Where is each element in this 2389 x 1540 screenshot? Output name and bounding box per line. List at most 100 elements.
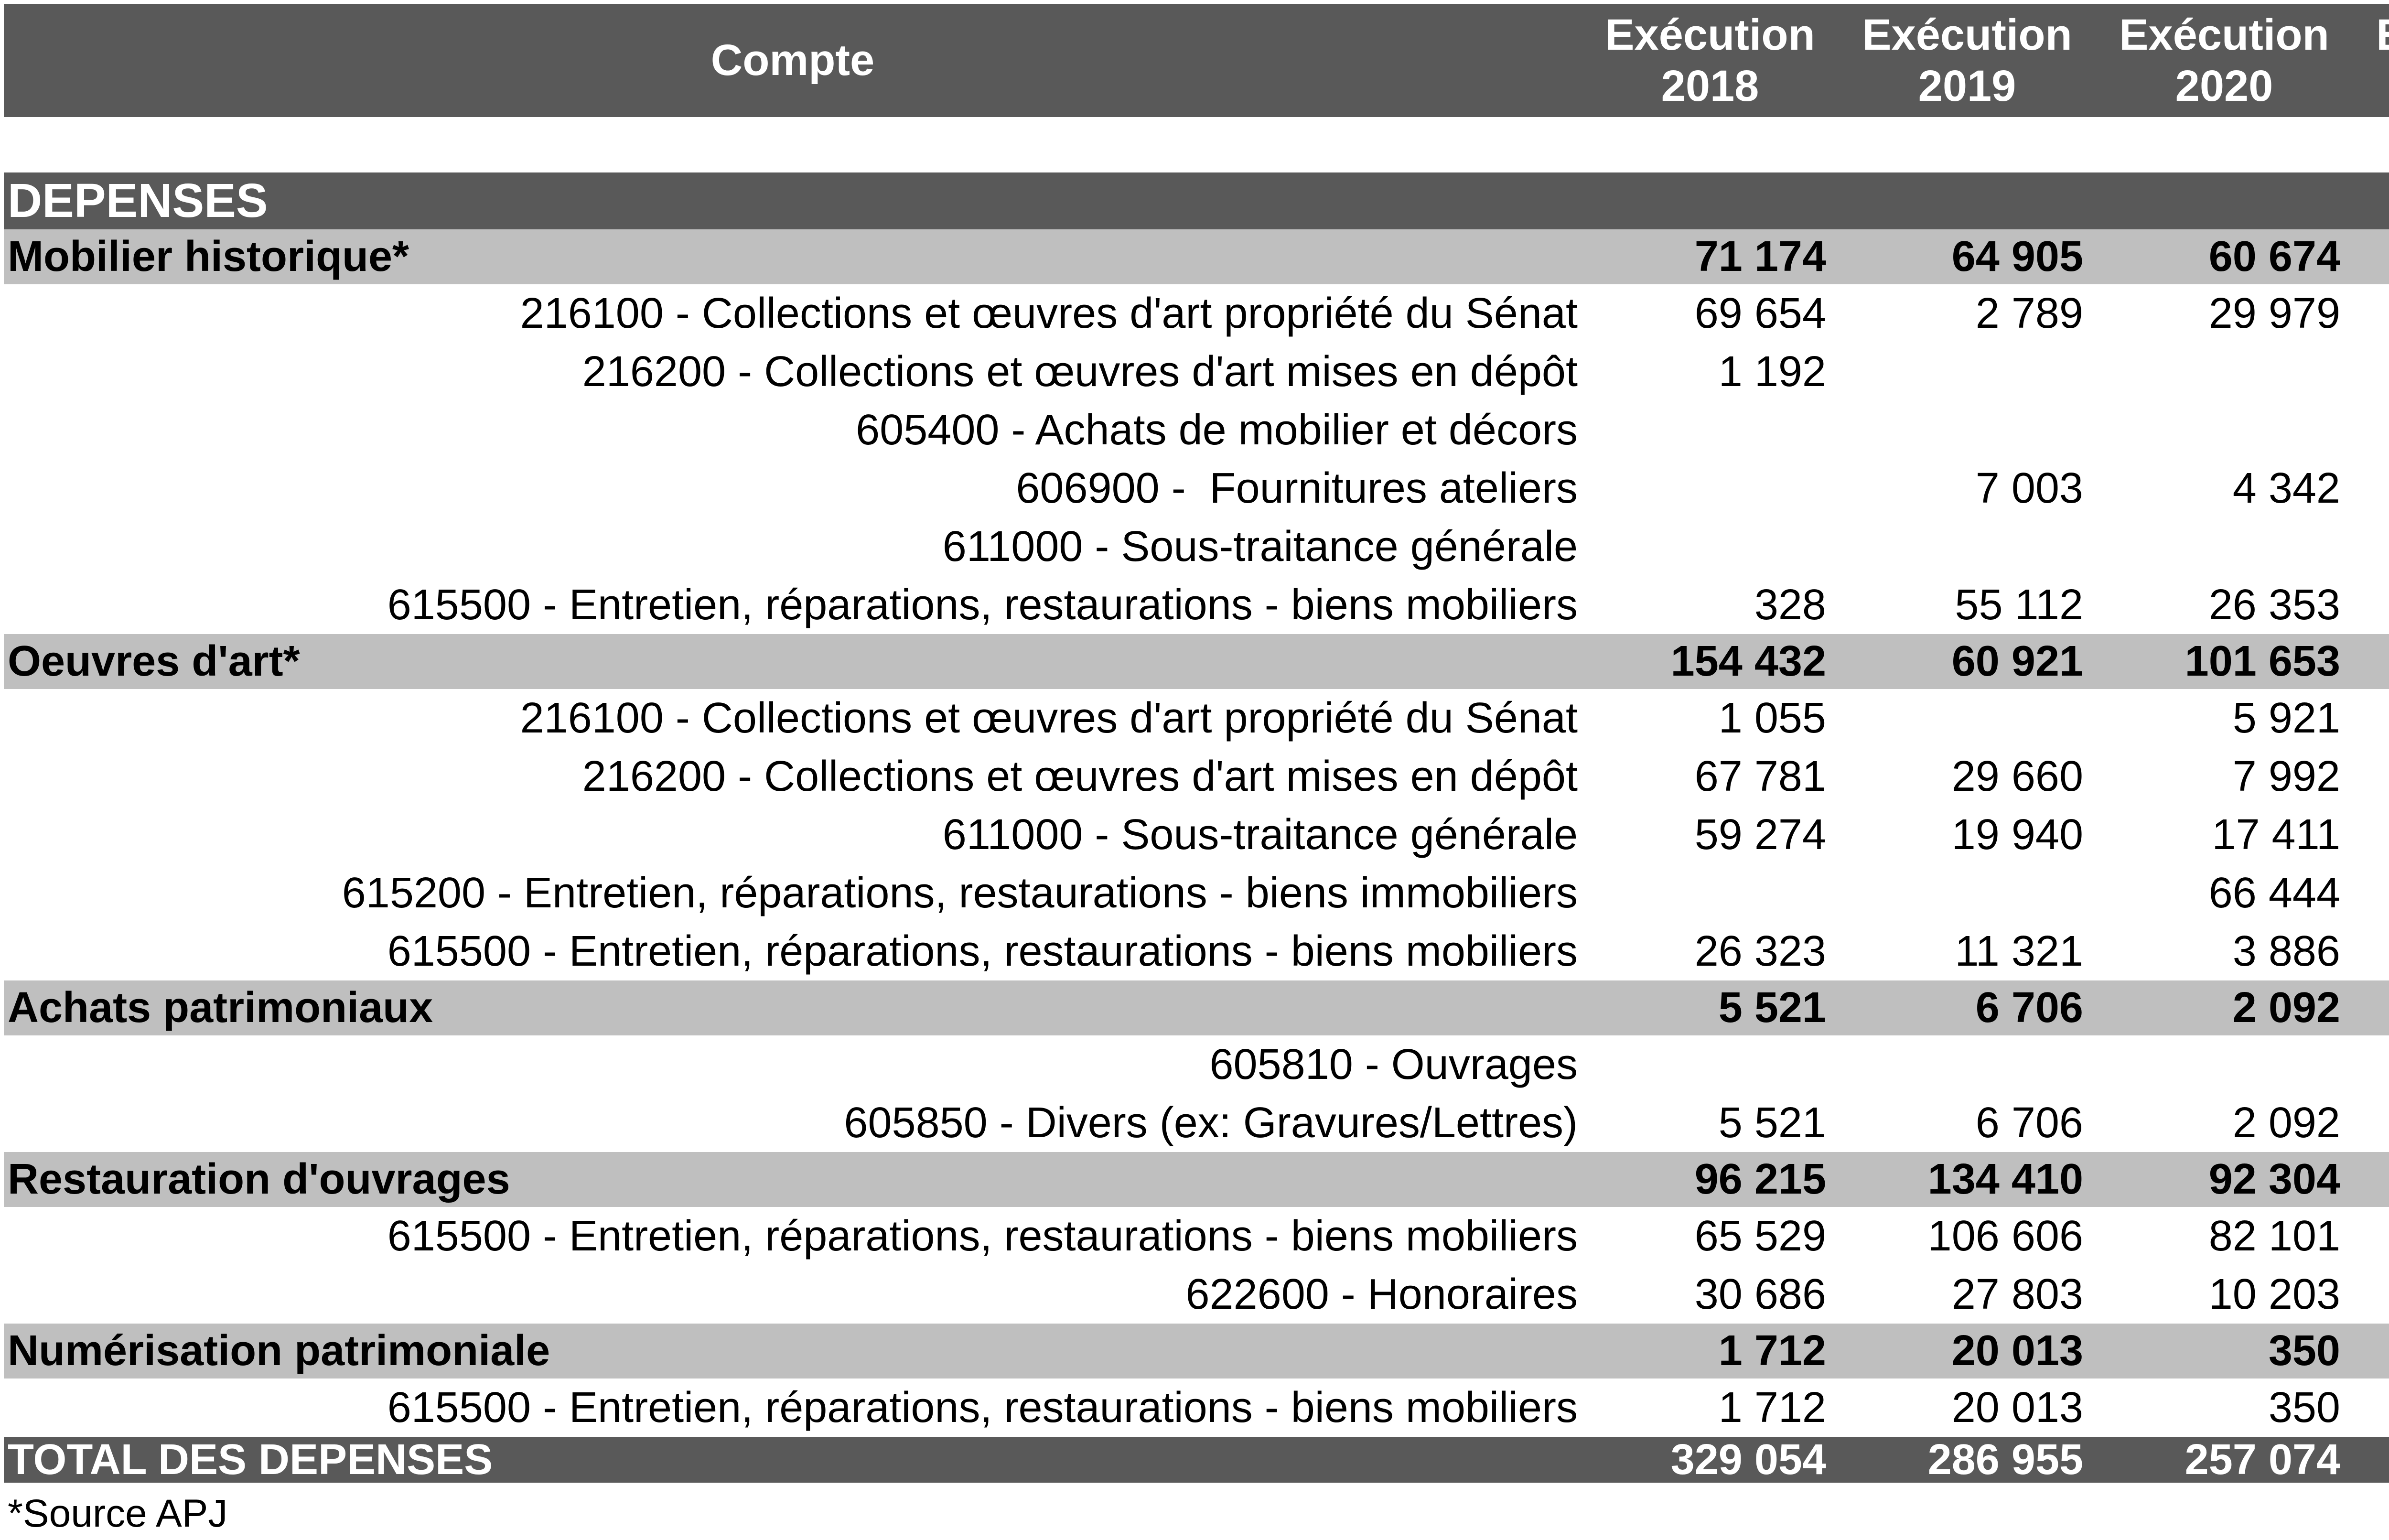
banner-empty-cell [2353,172,2389,229]
section-label: Oeuvres d'art* [8,637,300,685]
account-row: 605400 - Achats de mobilier et décors [4,401,2389,459]
account-value-2019 [1839,689,2096,747]
account-value-2020: 26 353 [2208,581,2340,629]
account-value-2018: 67 781 [1694,753,1826,800]
account-value-2018: 65 529 [1694,1212,1826,1260]
column-header-exec-2021: Exécution 2021 [2353,4,2389,117]
section-value-2018: 96 215 [1694,1155,1826,1203]
source-footnote: *Source APJ [8,1492,228,1535]
year-2018: 2018 [1661,61,1759,110]
account-value-2019 [1839,343,2096,401]
account-value-2021: 8 916 [2353,459,2389,517]
account-value-2020: 3 886 [2232,927,2340,975]
column-header-exec-2019: Exécution 2019 [1839,4,2096,117]
total-label: TOTAL DES DEPENSES [8,1436,493,1484]
account-label: 615200 - Entretien, réparations, restaur… [342,869,1578,917]
account-value-2020 [2096,401,2353,459]
account-value-2019: 6 706 [1975,1099,2083,1147]
column-header-compte: Compte [4,4,1582,117]
account-value-2019 [1839,864,2096,922]
account-value-2020: 350 [2268,1384,2340,1432]
section-label: Achats patrimoniaux [8,984,433,1032]
section-value-2018: 5 521 [1718,984,1826,1032]
account-value-2020: 10 203 [2208,1271,2340,1318]
account-row: 611000 - Sous-traitance générale [4,517,2389,576]
section-value-2019: 60 921 [1951,637,2083,685]
account-value-2020: 66 444 [2208,869,2340,917]
account-value-2019: 2 789 [1975,290,2083,337]
section-value-2020: 2 092 [2232,984,2340,1032]
account-value-2021: 10 084 [2353,806,2389,864]
account-value-2021 [2353,343,2389,401]
account-value-2020 [2096,343,2353,401]
account-value-2018: 5 521 [1718,1099,1826,1147]
section-row: Mobilier historique* 71 174 64 905 60 674 48… [4,229,2389,284]
account-label: 216100 - Collections et œuvres d'art pro… [520,290,1578,337]
account-label: 216200 - Collections et œuvres d'art mis… [582,753,1578,800]
banner-empty-cell [2096,172,2353,229]
account-value-2021 [2353,517,2389,576]
section-value-2020: 60 674 [2208,233,2340,280]
total-value-2019: 286 955 [1927,1436,2083,1484]
account-row: 615500 - Entretien, réparations, restaur… [4,922,2389,980]
section-value-2018: 71 174 [1694,233,1826,280]
account-label: 615500 - Entretien, réparations, restaur… [387,1384,1578,1432]
section-value-2019: 64 905 [1951,233,2083,280]
account-value-2018: 1 192 [1718,348,1826,396]
account-row: 216100 - Collections et œuvres d'art pro… [4,689,2389,747]
account-row: 615500 - Entretien, réparations, restaur… [4,1207,2389,1265]
section-label: Mobilier historique* [8,233,409,280]
banner-empty-cell [1582,172,1839,229]
account-row: 216200 - Collections et œuvres d'art mis… [4,747,2389,806]
total-value-2021: 227 717 [2353,1437,2389,1483]
account-value-2019 [1839,1035,2096,1094]
account-value-2019: 19 940 [1951,811,2083,859]
account-value-2020 [2096,1035,2353,1094]
header-spacer-row [4,117,2389,172]
section-row: Oeuvres d'art* 154 432 60 921 101 653 52 794… [4,634,2389,689]
account-value-2020 [2096,517,2353,576]
column-header-exec-2018: Exécution 2018 [1582,4,1839,117]
depenses-banner-row: DEPENSES [4,172,2389,229]
account-value-2020: 7 992 [2232,753,2340,800]
total-row: TOTAL DES DEPENSES 329 054 286 955 257 0… [4,1437,2389,1483]
account-value-2021: 17 680 [2353,1265,2389,1324]
account-value-2019: 11 321 [1955,927,2083,975]
account-label: 615500 - Entretien, réparations, restaur… [387,581,1578,629]
account-value-2020: 4 342 [2232,464,2340,512]
exec-word-2021: Exécution [2376,10,2389,61]
exec-word-2019: Exécution [1862,10,2072,59]
table-body: Mobilier historique* 71 174 64 905 60 674 48… [4,229,2389,1437]
section-value-2021: 6 583 [2353,980,2389,1035]
account-label: 611000 - Sous-traitance générale [942,523,1578,571]
section-value-2020: 101 653 [2185,637,2340,685]
exec-word-2020: Exécution [2119,10,2329,59]
section-label: Numérisation patrimoniale [8,1327,550,1375]
account-value-2018: 328 [1754,581,1826,629]
account-value-2019: 55 112 [1955,581,2083,629]
account-value-2020: 2 092 [2232,1099,2340,1147]
year-2019: 2019 [1918,61,2016,110]
account-value-2021: 8 585 [2353,922,2389,980]
account-value-2019: 106 606 [1927,1212,2083,1260]
account-row: 615500 - Entretien, réparations, restaur… [4,576,2389,634]
section-value-2020: 92 304 [2208,1155,2340,1203]
account-row: 611000 - Sous-traitance générale 59 274 19… [4,806,2389,864]
exec-word-2018: Exécution [1605,10,1815,59]
account-row: 605810 - Ouvrages [4,1035,2389,1094]
depenses-banner-label: DEPENSES [8,174,268,227]
account-value-2019: 29 660 [1951,753,2083,800]
section-label: Restauration d'ouvrages [8,1155,510,1203]
account-row: 615200 - Entretien, réparations, restaur… [4,864,2389,922]
account-row: 622600 - Honoraires 30 686 27 803 10 203 17 … [4,1265,2389,1324]
account-value-2021: 21 605 [2353,864,2389,922]
column-header-exec-2020: Exécution 2020 [2096,4,2353,117]
account-value-2020: 17 411 [2212,811,2340,859]
account-value-2019: 20 013 [1951,1384,2083,1432]
banner-empty-cell [1839,172,2096,229]
account-row: 216100 - Collections et œuvres d'art pro… [4,284,2389,343]
account-value-2018: 69 654 [1694,290,1826,337]
section-value-2018: 1 712 [1718,1327,1826,1375]
year-2020: 2020 [2175,61,2273,110]
